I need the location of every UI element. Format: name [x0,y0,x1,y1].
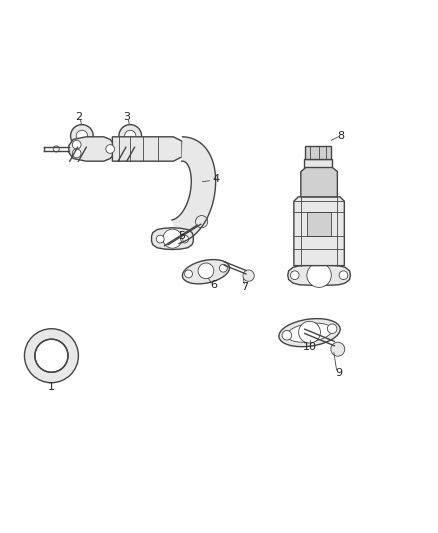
Polygon shape [307,212,331,236]
Ellipse shape [287,323,332,342]
Circle shape [198,263,214,279]
Text: 7: 7 [241,282,249,292]
Ellipse shape [182,260,230,284]
Text: 9: 9 [336,368,343,378]
Ellipse shape [279,319,340,346]
Circle shape [181,235,188,243]
Text: 1: 1 [48,383,55,392]
Polygon shape [172,137,215,244]
Circle shape [124,130,136,142]
Circle shape [72,140,81,149]
Circle shape [53,146,59,152]
Circle shape [119,125,141,147]
Text: 2: 2 [75,112,82,122]
Circle shape [327,324,337,334]
Text: 3: 3 [123,112,130,122]
Polygon shape [152,228,193,249]
Text: 4: 4 [212,174,219,184]
Circle shape [106,144,115,154]
Polygon shape [305,146,331,158]
Circle shape [307,263,331,287]
Polygon shape [301,167,337,197]
Circle shape [156,235,164,243]
Circle shape [163,229,182,248]
Polygon shape [69,137,115,161]
Circle shape [339,271,348,279]
Circle shape [243,270,254,281]
Circle shape [35,339,68,372]
Text: 5: 5 [179,231,186,241]
Circle shape [219,264,227,272]
Circle shape [25,329,78,383]
Circle shape [299,321,321,343]
Circle shape [290,271,299,279]
Circle shape [195,215,208,228]
Polygon shape [113,137,182,161]
Polygon shape [294,197,344,265]
Circle shape [71,125,93,147]
Polygon shape [304,158,332,167]
Circle shape [282,330,292,340]
Text: 6: 6 [210,280,217,290]
Polygon shape [288,265,350,286]
Circle shape [72,149,81,158]
Text: 10: 10 [303,342,317,352]
Text: 8: 8 [337,131,344,141]
Circle shape [185,270,192,278]
Circle shape [331,342,345,356]
Circle shape [76,130,88,142]
